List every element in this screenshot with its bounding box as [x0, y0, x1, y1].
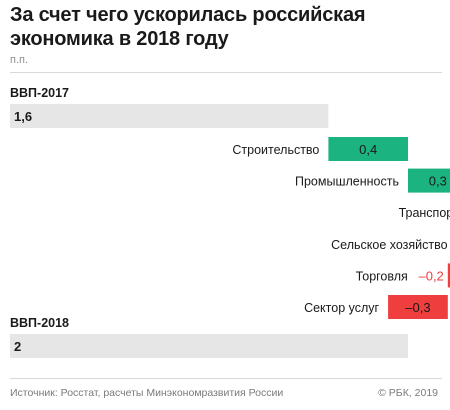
step-value-5: –0,3 — [405, 300, 430, 315]
step-category-2: Транспорт — [399, 206, 450, 220]
top-divider — [10, 72, 442, 73]
start-label: ВВП-2017 — [10, 86, 69, 100]
step-category-1: Промышленность — [295, 175, 399, 189]
step-value-1: 0,3 — [429, 174, 447, 189]
step-value-4: –0,2 — [418, 268, 443, 283]
step-bar-1 — [408, 168, 450, 193]
source-note: Источник: Росстат, расчеты Минэкономразв… — [10, 387, 284, 399]
step-category-5: Сектор услуг — [304, 301, 379, 315]
step-bar-0 — [328, 137, 408, 161]
unit-label: п.п. — [10, 54, 29, 66]
step-bar-5 — [388, 295, 448, 319]
footer-divider — [10, 378, 442, 379]
step-value-0: 0,4 — [359, 142, 377, 157]
end-bar — [10, 334, 408, 358]
step-category-0: Строительство — [232, 143, 319, 157]
step-category-3: Сельское хозяйство — [331, 238, 447, 252]
step-bar-4 — [447, 263, 450, 288]
start-bar — [10, 104, 329, 128]
waterfall-chart: ВВП-2017 1,6 Строительство 0,4 Промышленност… — [10, 86, 450, 358]
copyright-note: © РБК, 2019 — [378, 387, 438, 399]
end-label: ВВП-2018 — [10, 316, 69, 330]
end-value-label: 2 — [14, 339, 21, 354]
start-value-label: 1,6 — [14, 109, 32, 124]
step-category-4: Торговля — [356, 269, 408, 283]
chart-title: За счет чего ускорилась российская эконо… — [10, 4, 366, 50]
